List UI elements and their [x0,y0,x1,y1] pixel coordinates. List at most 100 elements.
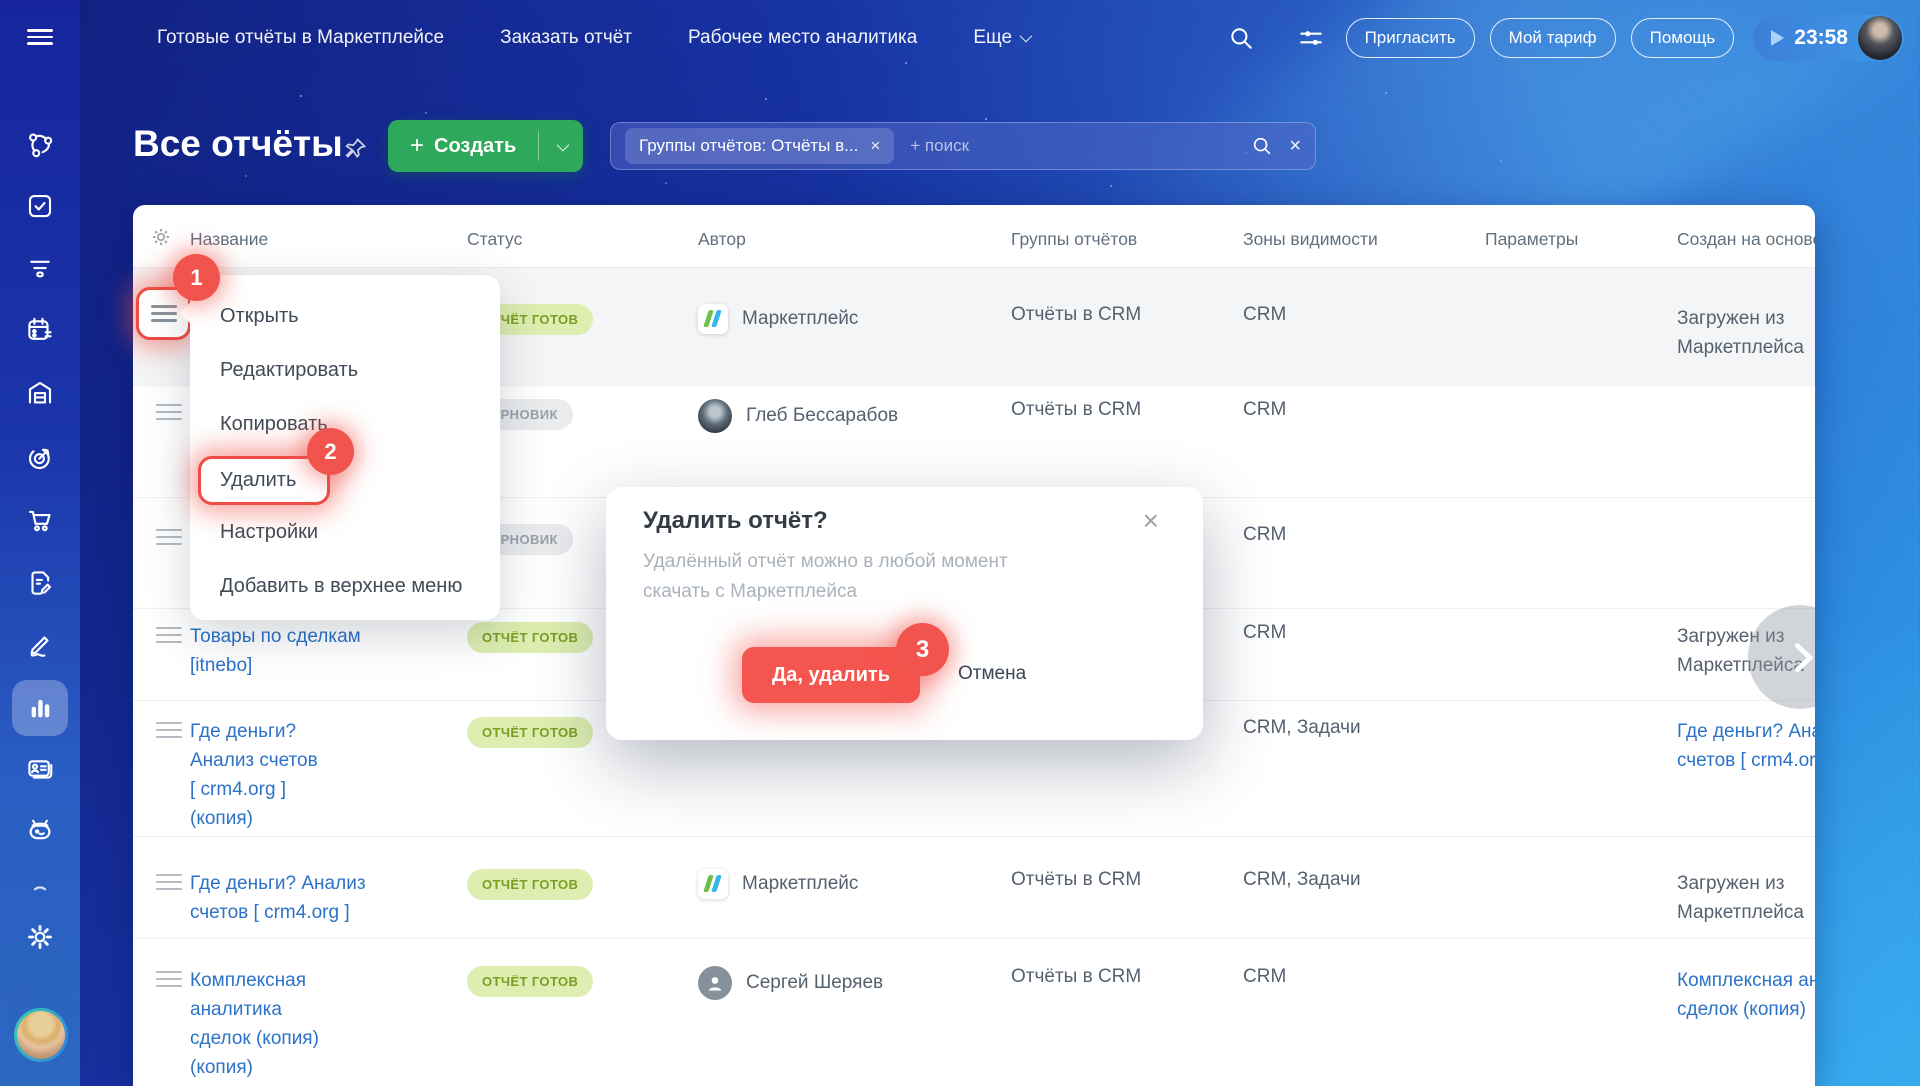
col-zones[interactable]: Зоны видимости [1243,229,1378,249]
visibility-zones: CRM [1243,622,1287,643]
settings-icon[interactable] [23,920,57,954]
delete-confirm-dialog: × Удалить отчёт? Удалённый отчёт можно в… [606,487,1203,740]
author-name: Глеб Бессарабов [746,405,899,426]
report-groups: Отчёты в CRM [1011,304,1142,325]
table-row[interactable]: ЧЕРНОВИК Глеб Бессарабов Отчёты в CRM CR… [133,385,1815,497]
menu-icon[interactable] [23,20,57,54]
table-row[interactable]: Комплексная аналитика сделок (копия) (копия… [133,938,1815,1086]
report-name-link[interactable]: Где деньги? Анализ счетов [ crm4.org ] [190,873,366,923]
clear-search-icon[interactable]: × [1289,134,1301,157]
status-badge: ОТЧЁТ ГОТОВ [467,717,594,748]
search-input[interactable]: + поиск [910,136,970,155]
col-groups[interactable]: Группы отчётов [1011,229,1138,249]
document-sign-icon[interactable] [23,566,57,600]
visibility-zones: CRM [1243,966,1287,987]
chip-close-icon[interactable]: × [870,136,881,155]
table-row[interactable]: Где деньги? Анализ счетов [ crm4.org ] ОТ… [133,836,1815,938]
filter-chip[interactable]: Группы отчётов: Отчёты в... × [625,128,895,164]
signature-icon[interactable] [23,628,57,662]
drag-handle-icon[interactable] [156,524,182,550]
drag-handle-icon[interactable] [156,622,182,648]
status-badge: ОТЧЁТ ГОТОВ [467,622,594,653]
menu-item-copy[interactable]: Копировать [220,412,328,435]
col-params[interactable]: Параметры [1485,229,1579,249]
tariff-button[interactable]: Мой тариф [1489,17,1616,58]
target-icon[interactable] [23,441,57,475]
author-name: Маркетплейс [742,308,859,329]
menu-item-add-top-menu[interactable]: Добавить в верхнее меню [220,574,463,597]
help-button[interactable]: Помощь [1630,17,1735,58]
col-name[interactable]: Название [190,229,269,249]
timer-chip[interactable]: 23:58 [1753,14,1904,61]
funnel-icon[interactable] [23,251,57,285]
menu-item-settings[interactable]: Настройки [220,520,319,543]
col-author[interactable]: Автор [698,229,746,249]
sliders-icon[interactable] [1298,25,1324,51]
visibility-zones: CRM, Задачи [1243,869,1361,890]
page-title: Все отчёты [133,123,343,164]
contacts-icon[interactable] [23,753,57,787]
user-avatar[interactable] [14,1008,68,1062]
tasks-icon[interactable] [23,189,57,223]
nav-analyst-workspace[interactable]: Рабочее место аналитика [688,26,918,48]
plus-icon: + [410,132,425,159]
sidebar [0,0,80,1086]
visibility-zones: CRM, Задачи [1243,717,1361,738]
drag-handle-icon[interactable] [156,966,182,992]
visibility-zones: CRM [1243,304,1287,325]
report-groups: Отчёты в CRM [1011,399,1142,420]
marketplace-icon [698,304,728,334]
search-icon[interactable] [1228,25,1254,51]
menu-item-open[interactable]: Открыть [220,304,299,327]
drag-handle-icon[interactable] [156,717,182,743]
created-from: Загружен из Маркетплейса [1677,308,1804,358]
drag-handle-icon[interactable] [156,399,182,425]
close-icon[interactable]: × [1142,505,1159,536]
confirm-delete-button[interactable]: Да, удалить [742,647,920,703]
analytics-icon[interactable] [23,691,57,725]
dialog-text: Удалённый отчёт можно в любой момент ска… [643,551,1008,602]
cancel-button[interactable]: Отмена [958,663,1027,684]
col-status[interactable]: Статус [467,229,523,249]
create-button[interactable]: + Создать [388,120,584,172]
nav-order-report[interactable]: Заказать отчёт [500,26,632,48]
report-groups: Отчёты в CRM [1011,966,1142,987]
nav-ready-reports[interactable]: Готовые отчёты в Маркетплейсе [157,26,445,48]
dialog-title: Удалить отчёт? [643,507,828,534]
pin-icon[interactable] [342,136,368,162]
network-icon[interactable] [23,128,57,162]
cart-icon[interactable] [23,503,57,537]
invite-button[interactable]: Пригласить [1345,17,1475,58]
chevron-down-icon [556,138,570,151]
report-name-link[interactable]: Комплексная аналитика сделок (копия) (копия… [190,970,319,1078]
nav-more[interactable]: Еще [973,27,1033,49]
table-row[interactable]: Где деньги? Анализ счетов[ crm4.org ] (коп… [133,700,1815,836]
create-dropdown[interactable] [539,138,583,151]
step2-highlight-delete[interactable]: Удалить [198,456,330,505]
status-badge: ОТЧЁТ ГОТОВ [467,304,594,335]
bot-icon[interactable] [23,813,57,847]
search-filter-bar[interactable]: Группы отчётов: Отчёты в... × + поиск × [610,122,1316,170]
visibility-zones: CRM [1243,524,1287,545]
col-created[interactable]: Создан на основе [1677,229,1815,249]
search-icon[interactable] [1251,135,1273,157]
planner-icon[interactable] [23,313,57,347]
report-name-link[interactable]: Где деньги? Анализ счетов[ crm4.org ] (коп… [190,721,318,829]
author-name: Сергей Шеряев [746,972,884,993]
grid-settings-icon[interactable] [149,225,173,249]
drag-handle-icon[interactable] [156,869,182,895]
burger-menu-icon[interactable] [150,300,177,326]
play-icon [1771,29,1785,46]
menu-item-edit[interactable]: Редактировать [220,358,359,381]
author-avatar [698,399,732,433]
warehouse-icon[interactable] [23,376,57,410]
step-badge-1: 1 [173,254,220,301]
person-partial-icon[interactable] [23,871,57,905]
status-badge: ОТЧЁТ ГОТОВ [467,966,594,997]
author-name: Маркетплейс [742,873,859,894]
step-badge-3: 3 [896,623,949,676]
report-name-link[interactable]: Товары по сделкам [itnebo] [190,626,361,676]
step-badge-2: 2 [307,428,354,475]
